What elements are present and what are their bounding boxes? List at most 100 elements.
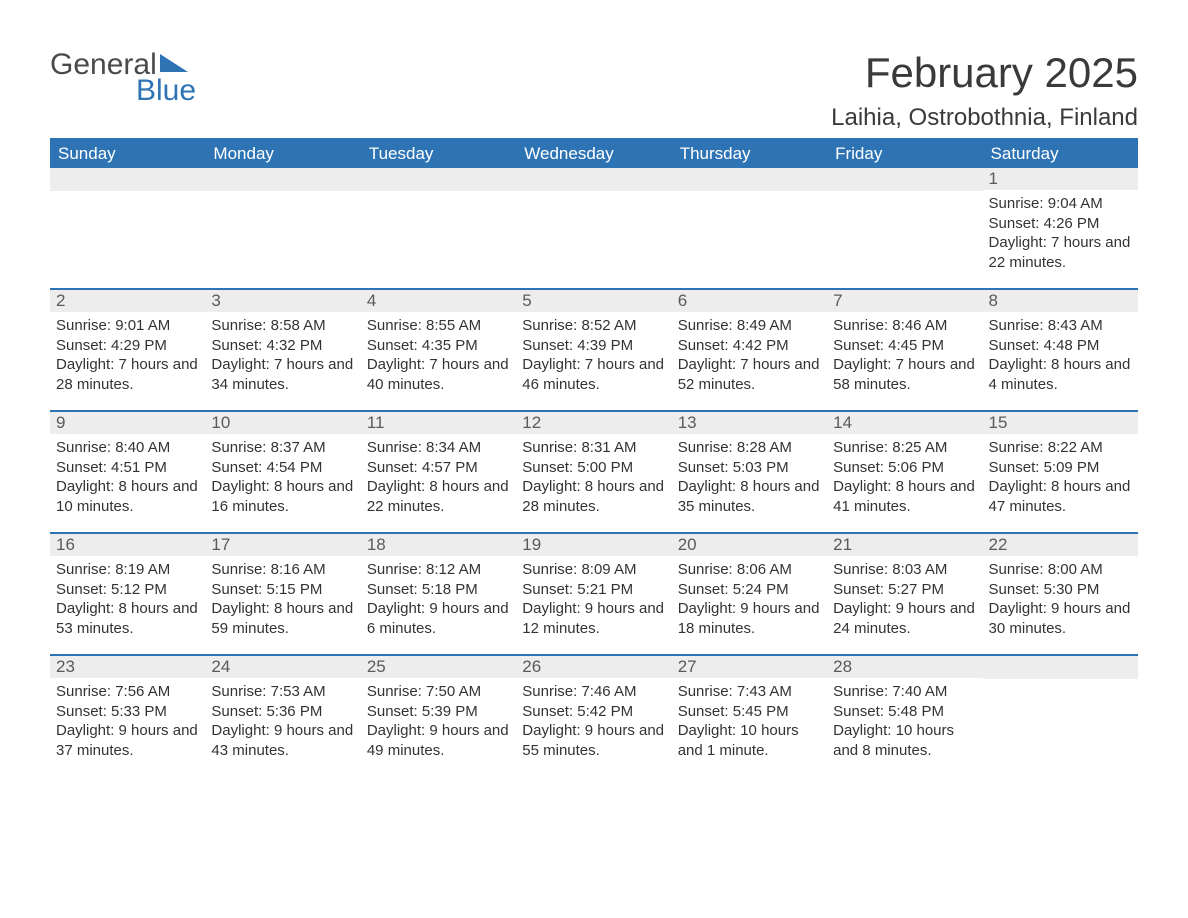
calendar-day: 16Sunrise: 8:19 AMSunset: 5:12 PMDayligh…: [50, 534, 205, 654]
daylight-line: Daylight: 7 hours and 58 minutes.: [833, 355, 976, 394]
calendar-day-empty: [516, 168, 671, 288]
day-body: Sunrise: 8:25 AMSunset: 5:06 PMDaylight:…: [827, 434, 982, 526]
calendar-day: 12Sunrise: 8:31 AMSunset: 5:00 PMDayligh…: [516, 412, 671, 532]
logo-word2: Blue: [136, 76, 196, 106]
daylight-line: Daylight: 9 hours and 49 minutes.: [367, 721, 510, 760]
calendar-day: 21Sunrise: 8:03 AMSunset: 5:27 PMDayligh…: [827, 534, 982, 654]
sunrise-line: Sunrise: 7:46 AM: [522, 682, 665, 702]
sunset-line: Sunset: 5:09 PM: [989, 458, 1132, 478]
calendar-day: 11Sunrise: 8:34 AMSunset: 4:57 PMDayligh…: [361, 412, 516, 532]
day-body: Sunrise: 8:37 AMSunset: 4:54 PMDaylight:…: [205, 434, 360, 526]
sunrise-line: Sunrise: 8:28 AM: [678, 438, 821, 458]
sunset-line: Sunset: 5:33 PM: [56, 702, 199, 722]
day-body: Sunrise: 8:03 AMSunset: 5:27 PMDaylight:…: [827, 556, 982, 648]
sunrise-line: Sunrise: 8:52 AM: [522, 316, 665, 336]
calendar-day: 17Sunrise: 8:16 AMSunset: 5:15 PMDayligh…: [205, 534, 360, 654]
day-number: 2: [50, 290, 205, 312]
daylight-line: Daylight: 10 hours and 8 minutes.: [833, 721, 976, 760]
day-body: Sunrise: 8:49 AMSunset: 4:42 PMDaylight:…: [672, 312, 827, 404]
day-number: 8: [983, 290, 1138, 312]
sunset-line: Sunset: 4:39 PM: [522, 336, 665, 356]
sunrise-line: Sunrise: 9:04 AM: [989, 194, 1132, 214]
day-number: 15: [983, 412, 1138, 434]
daylight-line: Daylight: 9 hours and 30 minutes.: [989, 599, 1132, 638]
logo: General Blue: [50, 50, 196, 106]
title-block: February 2025 Laihia, Ostrobothnia, Finl…: [831, 50, 1138, 132]
day-body: Sunrise: 8:58 AMSunset: 4:32 PMDaylight:…: [205, 312, 360, 404]
sunset-line: Sunset: 5:45 PM: [678, 702, 821, 722]
day-number: 6: [672, 290, 827, 312]
sunrise-line: Sunrise: 8:00 AM: [989, 560, 1132, 580]
calendar-day: 28Sunrise: 7:40 AMSunset: 5:48 PMDayligh…: [827, 656, 982, 776]
day-body: Sunrise: 7:40 AMSunset: 5:48 PMDaylight:…: [827, 678, 982, 770]
sunset-line: Sunset: 4:51 PM: [56, 458, 199, 478]
day-body: Sunrise: 7:43 AMSunset: 5:45 PMDaylight:…: [672, 678, 827, 770]
sunset-line: Sunset: 5:27 PM: [833, 580, 976, 600]
day-header-cell: Tuesday: [361, 140, 516, 168]
day-number: 1: [983, 168, 1138, 190]
sunset-line: Sunset: 5:06 PM: [833, 458, 976, 478]
sunset-line: Sunset: 5:18 PM: [367, 580, 510, 600]
calendar-day-empty: [672, 168, 827, 288]
day-body: Sunrise: 9:01 AMSunset: 4:29 PMDaylight:…: [50, 312, 205, 404]
day-body: Sunrise: 8:43 AMSunset: 4:48 PMDaylight:…: [983, 312, 1138, 404]
location: Laihia, Ostrobothnia, Finland: [831, 104, 1138, 132]
calendar-day: 27Sunrise: 7:43 AMSunset: 5:45 PMDayligh…: [672, 656, 827, 776]
calendar-day: 22Sunrise: 8:00 AMSunset: 5:30 PMDayligh…: [983, 534, 1138, 654]
sunset-line: Sunset: 5:24 PM: [678, 580, 821, 600]
day-number: 4: [361, 290, 516, 312]
day-number: 7: [827, 290, 982, 312]
day-body: Sunrise: 8:16 AMSunset: 5:15 PMDaylight:…: [205, 556, 360, 648]
day-header-cell: Saturday: [983, 140, 1138, 168]
sunrise-line: Sunrise: 7:50 AM: [367, 682, 510, 702]
day-body: Sunrise: 8:46 AMSunset: 4:45 PMDaylight:…: [827, 312, 982, 404]
day-header-cell: Monday: [205, 140, 360, 168]
calendar-day-empty: [205, 168, 360, 288]
calendar-body: 1Sunrise: 9:04 AMSunset: 4:26 PMDaylight…: [50, 168, 1138, 776]
sunrise-line: Sunrise: 8:46 AM: [833, 316, 976, 336]
sunrise-line: Sunrise: 8:19 AM: [56, 560, 199, 580]
day-number: 22: [983, 534, 1138, 556]
sunset-line: Sunset: 4:45 PM: [833, 336, 976, 356]
day-number: 10: [205, 412, 360, 434]
calendar-day: 2Sunrise: 9:01 AMSunset: 4:29 PMDaylight…: [50, 290, 205, 410]
sunset-line: Sunset: 4:29 PM: [56, 336, 199, 356]
sunrise-line: Sunrise: 8:25 AM: [833, 438, 976, 458]
sunrise-line: Sunrise: 8:37 AM: [211, 438, 354, 458]
calendar-day: 13Sunrise: 8:28 AMSunset: 5:03 PMDayligh…: [672, 412, 827, 532]
day-number: 21: [827, 534, 982, 556]
day-header-cell: Sunday: [50, 140, 205, 168]
day-number: 12: [516, 412, 671, 434]
daylight-line: Daylight: 7 hours and 40 minutes.: [367, 355, 510, 394]
day-number: [50, 168, 205, 191]
day-body: Sunrise: 8:00 AMSunset: 5:30 PMDaylight:…: [983, 556, 1138, 648]
calendar-day: 24Sunrise: 7:53 AMSunset: 5:36 PMDayligh…: [205, 656, 360, 776]
day-header-cell: Wednesday: [516, 140, 671, 168]
daylight-line: Daylight: 8 hours and 10 minutes.: [56, 477, 199, 516]
calendar-week: 9Sunrise: 8:40 AMSunset: 4:51 PMDaylight…: [50, 410, 1138, 532]
daylight-line: Daylight: 8 hours and 41 minutes.: [833, 477, 976, 516]
sunrise-line: Sunrise: 8:22 AM: [989, 438, 1132, 458]
calendar-week: 1Sunrise: 9:04 AMSunset: 4:26 PMDaylight…: [50, 168, 1138, 288]
sunrise-line: Sunrise: 8:09 AM: [522, 560, 665, 580]
calendar: SundayMondayTuesdayWednesdayThursdayFrid…: [50, 138, 1138, 776]
calendar-day: 9Sunrise: 8:40 AMSunset: 4:51 PMDaylight…: [50, 412, 205, 532]
daylight-line: Daylight: 8 hours and 35 minutes.: [678, 477, 821, 516]
sunrise-line: Sunrise: 8:40 AM: [56, 438, 199, 458]
calendar-day-empty: [361, 168, 516, 288]
sunrise-line: Sunrise: 8:31 AM: [522, 438, 665, 458]
daylight-line: Daylight: 8 hours and 4 minutes.: [989, 355, 1132, 394]
daylight-line: Daylight: 7 hours and 52 minutes.: [678, 355, 821, 394]
day-number: 26: [516, 656, 671, 678]
daylight-line: Daylight: 9 hours and 18 minutes.: [678, 599, 821, 638]
day-body: Sunrise: 8:40 AMSunset: 4:51 PMDaylight:…: [50, 434, 205, 526]
day-number: [361, 168, 516, 191]
sunset-line: Sunset: 5:21 PM: [522, 580, 665, 600]
sunrise-line: Sunrise: 8:12 AM: [367, 560, 510, 580]
calendar-day: 25Sunrise: 7:50 AMSunset: 5:39 PMDayligh…: [361, 656, 516, 776]
daylight-line: Daylight: 8 hours and 28 minutes.: [522, 477, 665, 516]
calendar-day: 10Sunrise: 8:37 AMSunset: 4:54 PMDayligh…: [205, 412, 360, 532]
day-number: 17: [205, 534, 360, 556]
sunrise-line: Sunrise: 8:49 AM: [678, 316, 821, 336]
day-number: 5: [516, 290, 671, 312]
